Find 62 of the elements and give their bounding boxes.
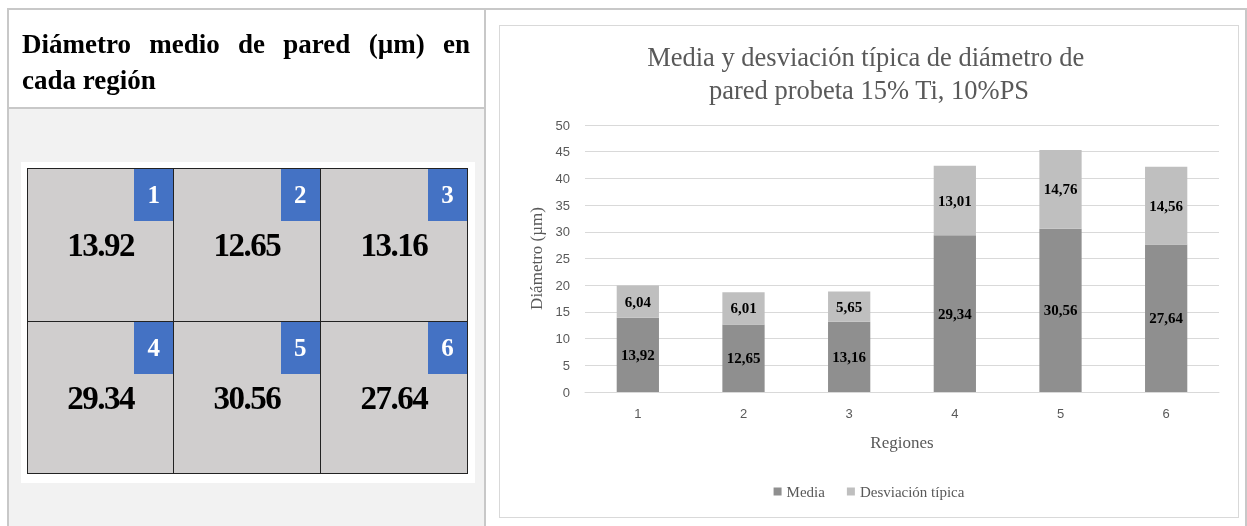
bar: [933, 235, 976, 392]
number-badge: 5: [280, 321, 320, 374]
region-cell: 6 27.64: [320, 321, 467, 473]
data-label: 13,92: [620, 346, 655, 363]
x-tick-label: 3: [845, 406, 853, 421]
text: Diámetro medio de pared (µm) en cada región: [22, 28, 470, 97]
data-label: 14,56: [1149, 197, 1184, 214]
y-axis-title: Diámetro (µm): [526, 207, 546, 310]
data-label: 13,01: [937, 192, 972, 209]
bar: [722, 324, 765, 392]
y-tick-label: 10: [555, 331, 570, 347]
bar: [1145, 166, 1188, 245]
bar: [616, 317, 659, 392]
region-cell: 4 29.34: [28, 321, 175, 473]
bar: [1145, 244, 1188, 392]
region-cell: 3 13.16: [320, 169, 467, 322]
data-label: 27.64: [359, 379, 429, 416]
x-axis-title: Regiones: [870, 433, 934, 452]
y-tick-label: 30: [555, 224, 570, 240]
data-label: 29.34: [66, 379, 136, 416]
number-badge: 3: [428, 169, 467, 221]
data-label: 6,04: [624, 293, 652, 310]
data-label: 12,65: [726, 350, 761, 367]
data-label: 29,34: [937, 305, 973, 322]
bar: [1039, 228, 1082, 392]
number-badge: 6: [428, 321, 467, 374]
y-tick-label: 35: [555, 197, 570, 213]
x-tick-label: 4: [951, 406, 959, 421]
number-badge: 2: [280, 169, 320, 221]
data-label: 30.56: [212, 379, 282, 416]
region-cell: 1 13.92: [28, 169, 175, 322]
region-cell: 5 30.56: [174, 321, 321, 473]
y-tick-label: 15: [555, 304, 570, 320]
data-label: 13.16: [359, 227, 429, 263]
y-tick-label: 0: [562, 384, 570, 400]
y-tick-label: 5: [562, 357, 570, 373]
x-tick-label: 2: [739, 406, 748, 421]
y-tick-label: 50: [555, 117, 570, 133]
data-label: 27,64: [1149, 310, 1184, 327]
number-badge: 4: [134, 321, 174, 374]
number-badge: 1: [134, 169, 174, 221]
data-label: 12.65: [212, 227, 282, 263]
y-tick-label: 40: [555, 170, 570, 186]
legend-label: Media: [786, 483, 826, 500]
y-tick-label: 25: [555, 251, 570, 266]
bar: [1039, 149, 1082, 229]
data-label: 14,76: [1043, 181, 1078, 198]
legend-label: Desviación típica: [859, 483, 965, 500]
bar: [828, 321, 871, 392]
y-tick-label: 45: [555, 144, 570, 160]
x-tick-label: 6: [1162, 406, 1170, 421]
data-label: 13.92: [66, 227, 136, 263]
data-label: 6,01: [730, 300, 757, 317]
data-label: 30,56: [1043, 302, 1078, 319]
y-tick-label: 20: [555, 277, 570, 293]
chart-title: Media y desviación típica de diámetro de pared probeta 15% Ti, 10%PS: [647, 41, 1091, 105]
x-tick-label: 1: [634, 406, 642, 421]
x-tick-label: 5: [1056, 406, 1065, 421]
data-label: 13,16: [832, 348, 867, 365]
bar: [933, 165, 976, 236]
region-cell: 2 12.65: [174, 169, 321, 322]
data-label: 5,65: [836, 298, 863, 315]
